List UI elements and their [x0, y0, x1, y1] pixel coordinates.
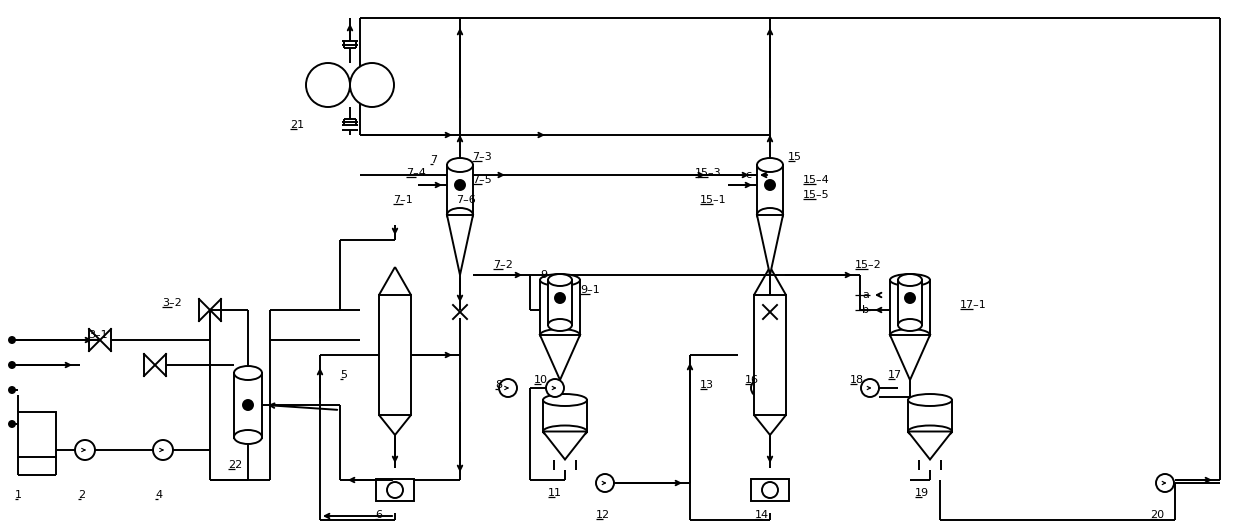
- Text: 7–4: 7–4: [405, 168, 425, 178]
- Ellipse shape: [548, 319, 572, 331]
- Circle shape: [9, 337, 15, 343]
- Polygon shape: [543, 431, 587, 460]
- Circle shape: [498, 379, 517, 397]
- Text: 7–1: 7–1: [393, 195, 413, 205]
- Text: 13: 13: [701, 380, 714, 390]
- Text: 7–2: 7–2: [494, 260, 513, 270]
- Text: 8: 8: [495, 380, 502, 390]
- Circle shape: [153, 440, 174, 460]
- Circle shape: [9, 387, 15, 393]
- Circle shape: [751, 379, 769, 397]
- Bar: [19, 412, 56, 457]
- Circle shape: [546, 379, 564, 397]
- Text: 22: 22: [228, 460, 242, 470]
- Bar: [539, 280, 580, 335]
- Ellipse shape: [446, 158, 472, 172]
- Ellipse shape: [548, 274, 572, 286]
- Text: 7: 7: [430, 155, 438, 165]
- Text: 5: 5: [340, 370, 347, 380]
- Text: 9: 9: [539, 270, 547, 280]
- Bar: [908, 400, 952, 431]
- Text: 7–5: 7–5: [472, 175, 492, 185]
- Text: b: b: [862, 305, 869, 315]
- Text: 17: 17: [888, 370, 903, 380]
- Bar: [890, 280, 930, 335]
- Text: a: a: [862, 290, 869, 300]
- Bar: [376, 479, 414, 501]
- Polygon shape: [446, 215, 472, 275]
- Bar: [754, 295, 786, 415]
- Ellipse shape: [234, 430, 262, 444]
- Text: 15–5: 15–5: [804, 190, 830, 200]
- Ellipse shape: [539, 274, 580, 286]
- Bar: [446, 165, 472, 215]
- Text: 20: 20: [1149, 510, 1164, 520]
- Text: 3–1: 3–1: [88, 330, 108, 340]
- Text: 15–2: 15–2: [856, 260, 882, 270]
- Circle shape: [455, 180, 465, 190]
- Ellipse shape: [539, 329, 580, 341]
- Ellipse shape: [898, 319, 923, 331]
- Circle shape: [596, 474, 614, 492]
- Ellipse shape: [234, 366, 262, 380]
- Bar: [379, 295, 410, 415]
- Polygon shape: [890, 335, 930, 380]
- Text: 15: 15: [787, 152, 802, 162]
- Circle shape: [905, 293, 915, 303]
- Circle shape: [9, 362, 15, 368]
- Text: 6: 6: [374, 510, 382, 520]
- Bar: [751, 479, 789, 501]
- Text: 16: 16: [745, 375, 759, 385]
- Bar: [898, 280, 923, 325]
- Ellipse shape: [898, 274, 923, 286]
- Circle shape: [765, 180, 775, 190]
- Text: 17–1: 17–1: [960, 300, 987, 310]
- Ellipse shape: [908, 425, 952, 438]
- Polygon shape: [539, 335, 580, 380]
- Circle shape: [243, 400, 253, 410]
- Ellipse shape: [890, 274, 930, 286]
- Circle shape: [763, 482, 777, 498]
- Circle shape: [350, 63, 394, 107]
- Text: c: c: [745, 170, 751, 180]
- Bar: [543, 400, 587, 431]
- Ellipse shape: [543, 394, 587, 406]
- Polygon shape: [908, 431, 952, 460]
- Text: 19: 19: [915, 488, 929, 498]
- Text: 9–1: 9–1: [580, 285, 600, 295]
- Bar: [234, 373, 262, 438]
- Ellipse shape: [908, 394, 952, 406]
- Text: 21: 21: [290, 120, 304, 130]
- Polygon shape: [756, 215, 782, 275]
- Text: 12: 12: [596, 510, 610, 520]
- Circle shape: [556, 293, 565, 303]
- Text: 11: 11: [548, 488, 562, 498]
- Text: 7–3: 7–3: [472, 152, 492, 162]
- Text: 2: 2: [78, 490, 86, 500]
- Ellipse shape: [756, 208, 782, 222]
- Circle shape: [306, 63, 350, 107]
- Ellipse shape: [890, 329, 930, 341]
- Bar: [756, 165, 782, 215]
- Circle shape: [861, 379, 879, 397]
- Text: 4: 4: [155, 490, 162, 500]
- Text: 7–6: 7–6: [456, 195, 476, 205]
- Circle shape: [387, 482, 403, 498]
- Ellipse shape: [756, 158, 782, 172]
- Circle shape: [1156, 474, 1174, 492]
- Text: 14: 14: [755, 510, 769, 520]
- Text: 10: 10: [534, 375, 548, 385]
- Text: 1: 1: [15, 490, 22, 500]
- Circle shape: [9, 421, 15, 427]
- Text: 3–2: 3–2: [162, 298, 182, 308]
- Circle shape: [74, 440, 95, 460]
- Bar: [548, 280, 572, 325]
- Text: 15–4: 15–4: [804, 175, 830, 185]
- Text: 15–3: 15–3: [694, 168, 722, 178]
- Text: 18: 18: [849, 375, 864, 385]
- Text: 15–1: 15–1: [701, 195, 727, 205]
- Ellipse shape: [446, 208, 472, 222]
- Ellipse shape: [543, 425, 587, 438]
